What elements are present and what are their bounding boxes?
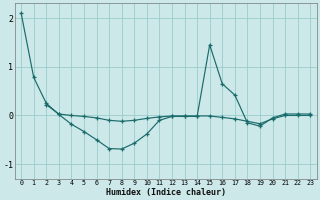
X-axis label: Humidex (Indice chaleur): Humidex (Indice chaleur) [106, 188, 226, 197]
